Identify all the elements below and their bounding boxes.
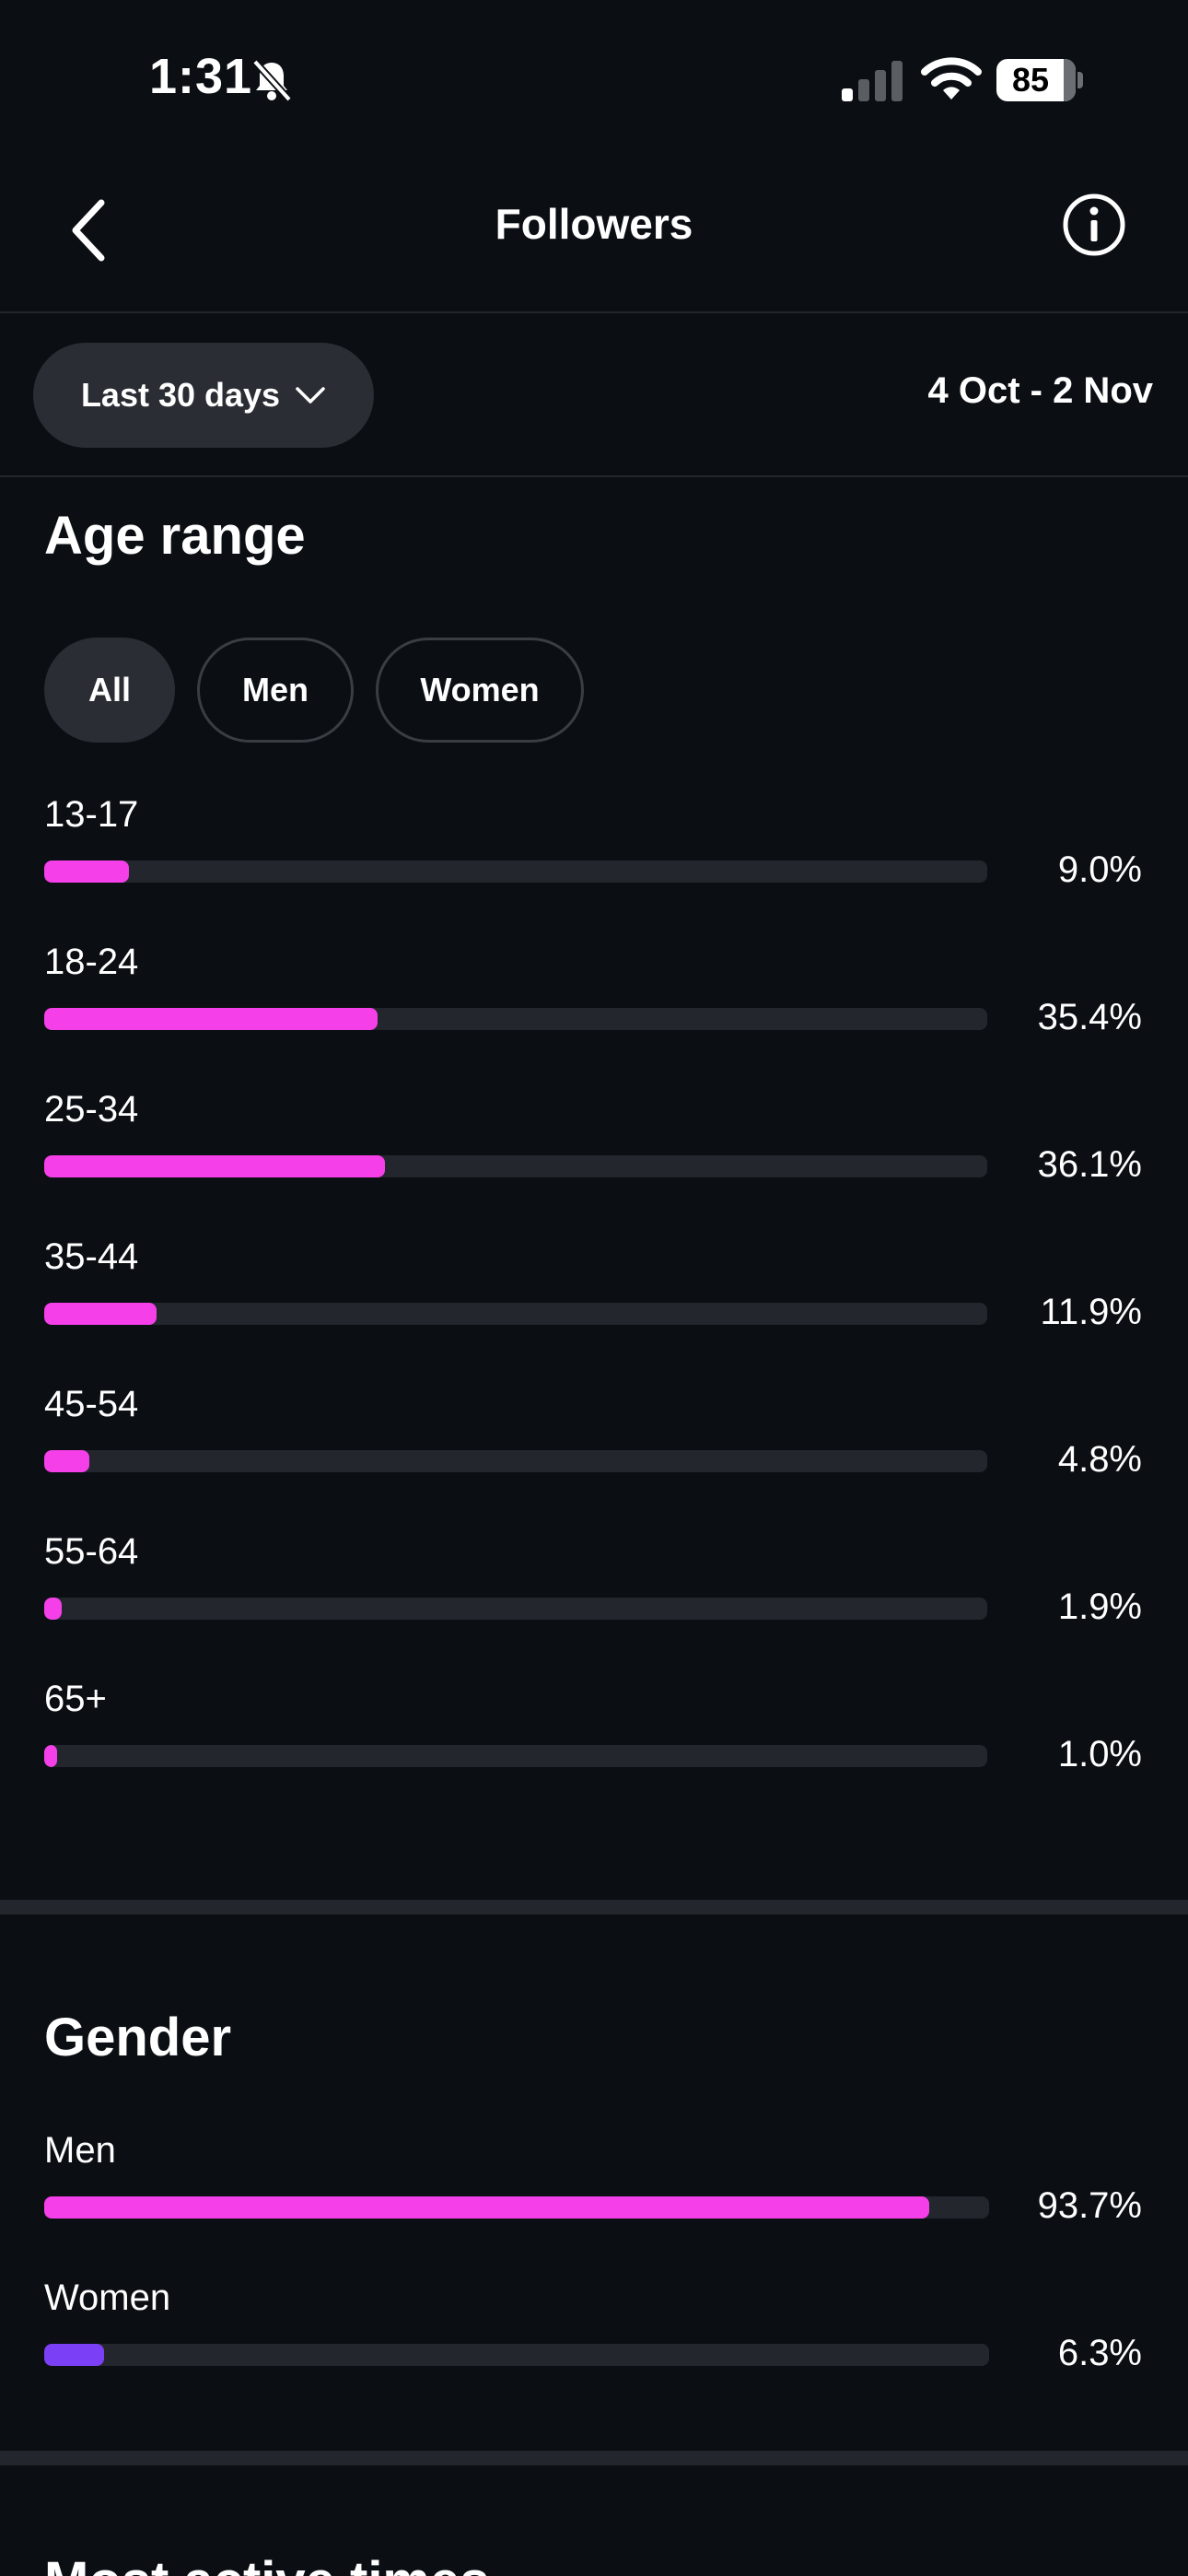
gender-row: Women 6.3% xyxy=(0,2277,1188,2388)
age-bar-fill xyxy=(44,1303,157,1325)
age-bar-value: 1.0% xyxy=(1057,1734,1142,1774)
age-bar-fill xyxy=(44,1008,379,1030)
date-range: 4 Oct - 2 Nov xyxy=(927,370,1153,411)
age-bar-value: 36.1% xyxy=(1037,1144,1142,1185)
period-label: Last 30 days xyxy=(80,376,281,414)
age-bar-track xyxy=(44,1008,987,1030)
age-row: 25-34 36.1% xyxy=(0,1089,1188,1200)
gender-bar-label: Women xyxy=(44,2277,171,2318)
gender-bar-value: 93.7% xyxy=(1037,2185,1142,2226)
chevron-down-icon xyxy=(296,387,325,404)
age-bar-track xyxy=(44,1598,987,1620)
status-bar: 1:31 85 xyxy=(0,0,1188,157)
age-bar-fill xyxy=(44,1155,385,1177)
page-title: Followers xyxy=(495,200,693,248)
age-bar-label: 45-54 xyxy=(44,1384,139,1424)
gender-bar-track xyxy=(44,2344,989,2366)
tab-all[interactable]: All xyxy=(44,638,175,743)
gender-bar-label: Men xyxy=(44,2130,116,2171)
most-active-times-title: Most active times xyxy=(44,2550,490,2576)
age-bar-track xyxy=(44,861,987,883)
tab-women[interactable]: Women xyxy=(376,638,584,743)
age-row: 45-54 4.8% xyxy=(0,1384,1188,1494)
age-bar-fill xyxy=(44,1598,63,1620)
age-row: 18-24 35.4% xyxy=(0,942,1188,1052)
back-arrow-icon[interactable] xyxy=(63,195,118,265)
age-bar-track xyxy=(44,1745,987,1767)
nav-bar: Followers xyxy=(0,157,1188,313)
age-bar-track xyxy=(44,1303,987,1325)
period-dropdown-button[interactable]: Last 30 days xyxy=(33,343,374,448)
gender-bar-track xyxy=(44,2196,989,2219)
gender-bar-fill xyxy=(44,2344,104,2366)
gender-row: Men 93.7% xyxy=(0,2130,1188,2241)
cellular-signal-icon xyxy=(842,61,903,101)
gender-bar-value: 6.3% xyxy=(1057,2333,1142,2373)
age-bar-label: 25-34 xyxy=(44,1089,139,1130)
age-bar-track xyxy=(44,1155,987,1177)
age-row: 55-64 1.9% xyxy=(0,1531,1188,1642)
age-bar-label: 13-17 xyxy=(44,794,139,835)
age-range-title: Age range xyxy=(44,506,306,566)
age-bar-value: 4.8% xyxy=(1057,1439,1142,1480)
age-bar-value: 1.9% xyxy=(1057,1587,1142,1627)
tab-men[interactable]: Men xyxy=(197,638,354,743)
age-bar-label: 18-24 xyxy=(44,942,139,982)
filter-bar: Last 30 days 4 Oct - 2 Nov xyxy=(0,313,1188,477)
age-bar-value: 35.4% xyxy=(1037,997,1142,1037)
battery-indicator: 85 xyxy=(996,59,1083,101)
bell-slash-icon xyxy=(252,59,292,102)
age-row: 13-17 9.0% xyxy=(0,794,1188,905)
wifi-icon xyxy=(921,57,982,100)
gender-title: Gender xyxy=(44,2008,232,2067)
age-bar-value: 9.0% xyxy=(1057,849,1142,890)
age-bar-fill xyxy=(44,1745,57,1767)
battery-level: 85 xyxy=(1011,61,1050,99)
age-row: 65+ 1.0% xyxy=(0,1679,1188,1789)
section-divider xyxy=(0,1900,1188,1914)
age-bar-fill xyxy=(44,1450,90,1472)
age-bar-label: 35-44 xyxy=(44,1236,139,1277)
age-bar-track xyxy=(44,1450,987,1472)
info-icon[interactable] xyxy=(1061,192,1127,258)
section-divider xyxy=(0,2451,1188,2465)
age-bar-fill xyxy=(44,861,130,883)
age-bar-value: 11.9% xyxy=(1040,1292,1142,1332)
age-bar-label: 65+ xyxy=(44,1679,107,1719)
status-time: 1:31 xyxy=(149,49,253,104)
age-bar-label: 55-64 xyxy=(44,1531,139,1572)
gender-bar-fill xyxy=(44,2196,930,2219)
age-row: 35-44 11.9% xyxy=(0,1236,1188,1347)
